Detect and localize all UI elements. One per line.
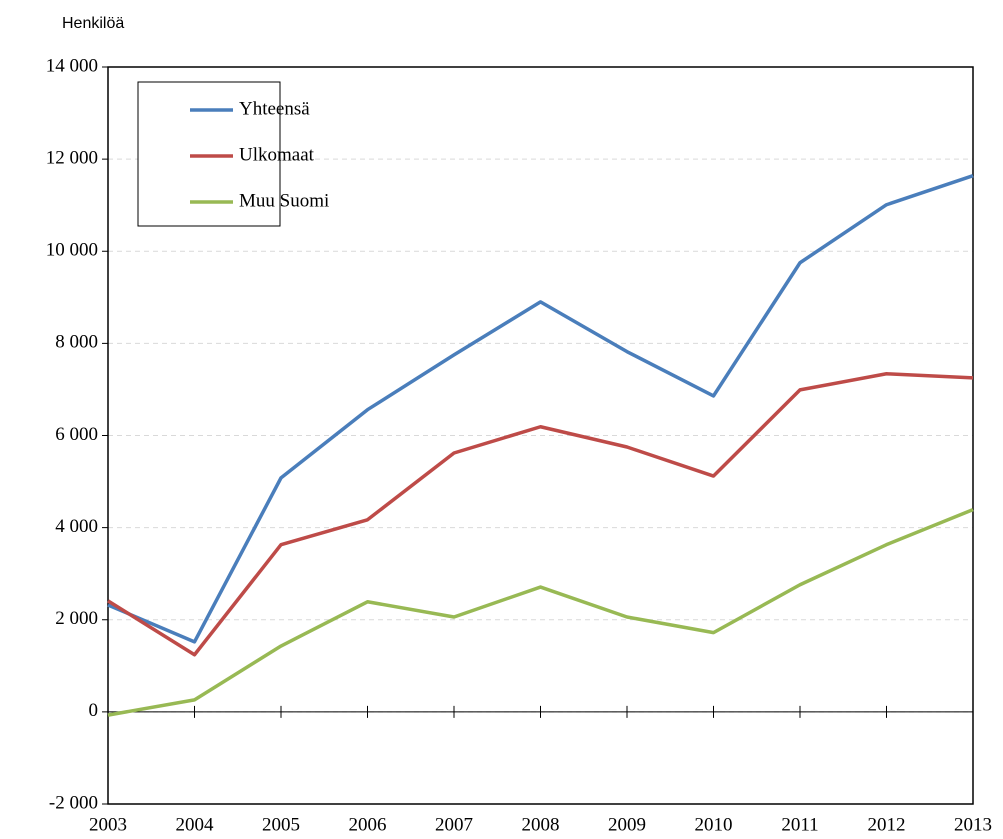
plot-frame <box>107 66 974 805</box>
x-tick-label: 2012 <box>868 814 906 835</box>
y-tick-label: -2 000 <box>49 792 98 813</box>
y-axis-label: Henkilöä <box>62 15 124 32</box>
x-tick-label: 2013 <box>954 814 992 835</box>
legend-label: Ulkomaat <box>239 144 315 165</box>
series-line <box>107 508 974 717</box>
y-tick-label: 10 000 <box>46 240 98 261</box>
x-tick-label: 2008 <box>522 814 560 835</box>
y-tick-label: 4 000 <box>55 516 98 537</box>
series-line <box>107 372 974 657</box>
x-tick-label: 2010 <box>695 814 733 835</box>
y-tick-label: 12 000 <box>46 147 98 168</box>
x-tick-label: 2003 <box>89 814 127 835</box>
y-tick-label: 0 <box>89 700 99 721</box>
x-tick-label: 2011 <box>781 814 818 835</box>
x-tick-label: 2005 <box>262 814 300 835</box>
x-tick-label: 2004 <box>176 814 215 835</box>
x-tick-label: 2009 <box>608 814 646 835</box>
y-tick-label: 8 000 <box>55 332 98 353</box>
y-tick-label: 6 000 <box>55 424 98 445</box>
x-tick-label: 2007 <box>435 814 473 835</box>
legend-label: Yhteensä <box>239 98 310 119</box>
y-tick-label: 14 000 <box>46 55 98 76</box>
x-tick-label: 2006 <box>349 814 387 835</box>
y-tick-label: 2 000 <box>55 608 98 629</box>
series-line <box>107 174 974 644</box>
legend-label: Muu Suomi <box>239 190 329 211</box>
